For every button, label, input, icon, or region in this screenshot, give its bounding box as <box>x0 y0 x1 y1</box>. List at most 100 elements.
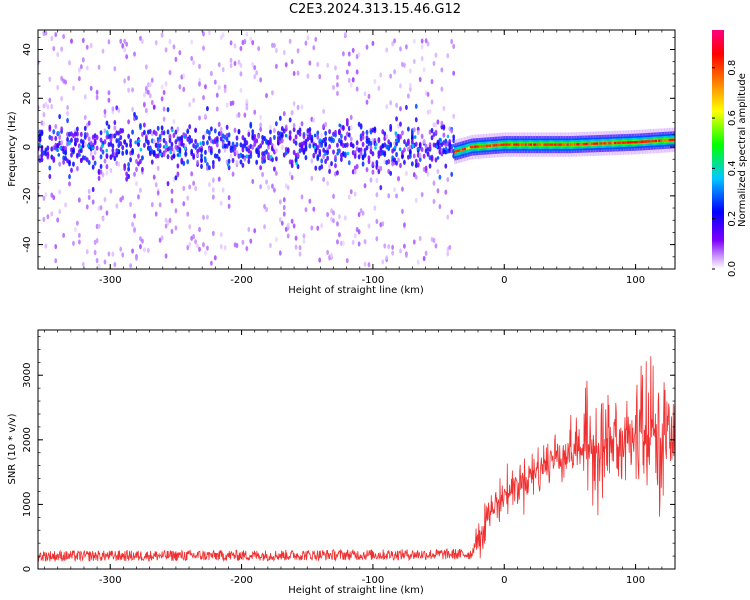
heatmap-cell <box>473 153 475 160</box>
heatmap-cell <box>629 148 631 155</box>
heatmap-cell <box>180 135 184 141</box>
heatmap-cell <box>194 239 198 245</box>
heatmap-cell <box>91 199 95 205</box>
heatmap-cell <box>292 126 296 133</box>
heatmap-cell <box>444 189 448 195</box>
heatmap-cell <box>529 143 533 146</box>
heatmap-cell <box>463 155 466 162</box>
heatmap-cell <box>608 149 611 156</box>
heatmap-cell <box>408 82 412 88</box>
heatmap-cell <box>168 217 172 223</box>
heatmap-cell <box>470 153 472 160</box>
heatmap-cell <box>336 142 339 148</box>
heatmap-cell <box>188 184 192 190</box>
heatmap-cell <box>44 192 48 198</box>
heatmap-cell <box>164 253 168 259</box>
heatmap-cell <box>76 152 79 158</box>
heatmap-cell <box>547 143 550 146</box>
heatmap-xtick-label: -200 <box>230 275 253 286</box>
heatmap-cell <box>99 205 103 211</box>
heatmap-cell <box>188 102 192 108</box>
heatmap-cell <box>156 153 160 159</box>
heatmap-cell <box>141 155 144 161</box>
heatmap-cell <box>468 135 470 142</box>
heatmap-cell <box>190 55 194 62</box>
heatmap-cell <box>619 141 622 144</box>
heatmap-cell <box>646 147 648 154</box>
heatmap-cell <box>465 136 467 143</box>
heatmap-cell <box>127 75 131 81</box>
heatmap-cell <box>251 62 255 68</box>
heatmap-cell <box>660 146 663 153</box>
heatmap-cell <box>386 144 390 149</box>
heatmap-cell <box>618 130 620 137</box>
heatmap-cell <box>219 126 223 132</box>
heatmap-x-axis: -300 -200 -100 0 100 <box>44 30 676 286</box>
heatmap-cell <box>413 135 417 139</box>
heatmap-cell <box>585 150 587 157</box>
heatmap-cell <box>575 143 577 146</box>
heatmap-cell <box>471 134 473 141</box>
heatmap-cell <box>273 127 276 134</box>
heatmap-cell <box>156 125 160 131</box>
heatmap-cell <box>436 119 440 125</box>
heatmap-cell <box>294 244 298 250</box>
heatmap-cell <box>306 35 310 41</box>
heatmap-cell <box>274 236 278 243</box>
heatmap-cell <box>198 81 201 87</box>
heatmap-cell <box>72 149 75 155</box>
heatmap-cell <box>509 150 511 157</box>
heatmap-cell <box>593 149 595 156</box>
heatmap-cell <box>207 182 211 188</box>
heatmap-cell <box>365 166 369 173</box>
heatmap-cell <box>223 245 227 251</box>
heatmap-cell <box>123 47 127 53</box>
heatmap-cell <box>237 112 241 118</box>
heatmap-cell <box>512 132 514 139</box>
snr-xtick-label: 0 <box>501 575 507 586</box>
heatmap-cell <box>432 60 436 67</box>
heatmap-cell <box>528 143 531 146</box>
heatmap-cell <box>160 32 164 38</box>
heatmap-cell <box>640 129 642 136</box>
heatmap-cell <box>667 146 669 153</box>
heatmap-cell <box>459 156 461 163</box>
heatmap-cell <box>141 166 144 172</box>
heatmap-cell <box>190 138 194 144</box>
heatmap-cell <box>383 131 387 137</box>
heatmap-cell <box>332 193 335 199</box>
heatmap-cell <box>162 130 166 136</box>
heatmap-cell <box>206 140 209 146</box>
heatmap-cell <box>142 122 146 128</box>
heatmap-cell <box>466 154 469 161</box>
heatmap-cell <box>561 143 563 146</box>
heatmap-cell <box>518 150 521 157</box>
heatmap-cell <box>171 128 174 133</box>
heatmap-cell <box>223 87 227 94</box>
heatmap-cell <box>298 245 302 251</box>
heatmap-cell <box>117 161 121 167</box>
heatmap-cell <box>367 223 371 229</box>
heatmap-cell <box>638 148 641 155</box>
heatmap-cell <box>225 136 229 143</box>
heatmap-cell <box>294 156 298 163</box>
heatmap-cell <box>322 176 326 183</box>
heatmap-cell <box>399 121 402 127</box>
heatmap-cell <box>320 158 324 164</box>
heatmap-cell <box>316 134 320 140</box>
heatmap-cell <box>559 143 562 146</box>
heatmap-cell <box>168 38 172 45</box>
heatmap-cell <box>209 126 213 132</box>
heatmap-cell <box>555 132 557 139</box>
heatmap-cell <box>442 105 446 112</box>
heatmap-cell <box>634 130 636 137</box>
heatmap-cell <box>442 132 446 138</box>
heatmap-cell <box>190 39 194 45</box>
heatmap-cell <box>105 153 109 159</box>
heatmap-cell <box>422 67 426 73</box>
heatmap-cell <box>651 139 655 143</box>
heatmap-cell <box>247 158 251 165</box>
heatmap-cell <box>347 51 351 57</box>
heatmap-cell <box>142 142 146 148</box>
heatmap-cell <box>209 260 213 266</box>
